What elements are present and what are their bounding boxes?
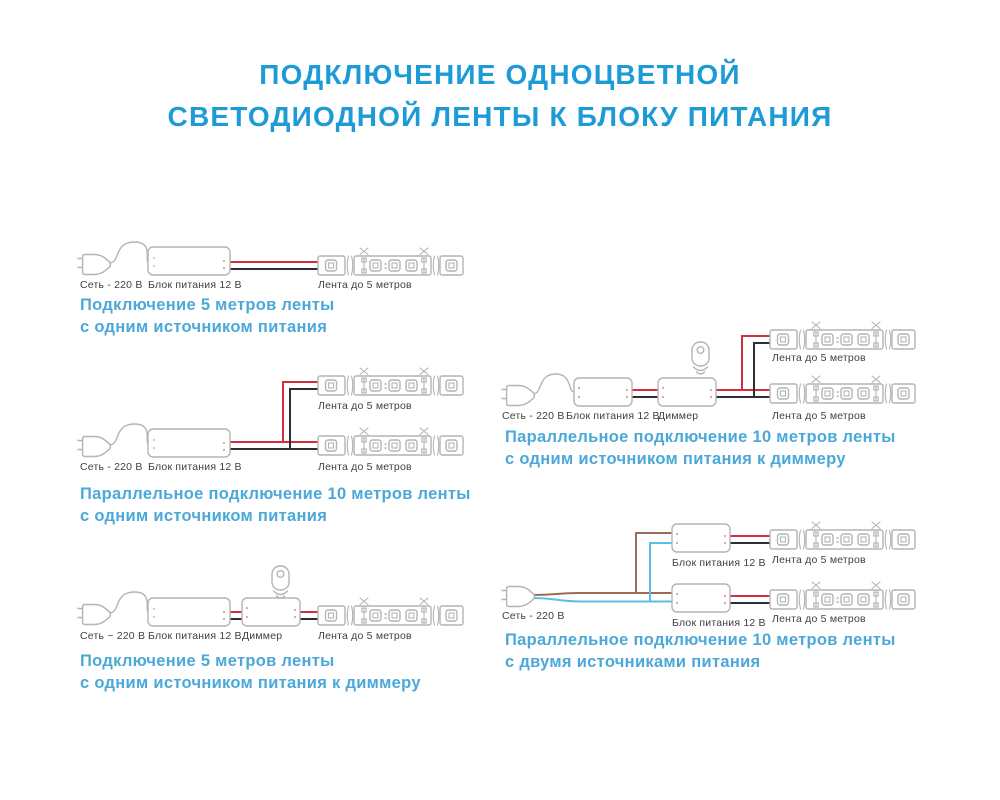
psu-label: Блок питания 12 В: [148, 630, 242, 642]
power-supply-box: [671, 583, 731, 613]
diagram-3: [77, 565, 464, 627]
wire-black: [729, 542, 771, 604]
remote-icon: [271, 565, 290, 591]
psu-label: Блок питания 12 В: [566, 410, 660, 422]
wire-brown: [530, 532, 673, 597]
page-title: ПОДКЛЮЧЕНИЕ ОДНОЦВЕТНОЙ СВЕТОДИОДНОЙ ЛЕН…: [0, 54, 1000, 138]
caption-line: Параллельное подключение 10 метров ленты: [505, 428, 896, 446]
led-strip: [317, 597, 464, 626]
strip-label: Лента до 5 метров: [772, 352, 866, 364]
net-label: Сеть - 220 В: [502, 410, 565, 422]
signal-waves-icon: [692, 366, 709, 375]
signal-waves-icon: [272, 590, 289, 599]
caption-line: Параллельное подключение 10 метров ленты: [505, 631, 896, 649]
net-label: Сеть - 220 В: [80, 279, 143, 291]
led-strip: [769, 581, 916, 610]
power-cord: [108, 423, 149, 446]
power-supply-box: [147, 246, 231, 276]
caption-line: с одним источником питания: [80, 318, 328, 336]
power-supply-box: [573, 377, 633, 407]
page-title-line1: ПОДКЛЮЧЕНИЕ ОДНОЦВЕТНОЙ: [259, 59, 741, 90]
net-label: Сеть - 220 В: [80, 461, 143, 473]
caption-line: Параллельное подключение 10 метров ленты: [80, 485, 471, 503]
power-supply-box: [147, 597, 231, 627]
plug-icon: [501, 585, 536, 608]
caption-line: с одним источником питания к диммеру: [80, 674, 421, 692]
led-strip: [769, 321, 916, 350]
strip-label: Лента до 5 метров: [318, 630, 412, 642]
strip-label: Лента до 5 метров: [318, 279, 412, 291]
psu-label: Блок питания 12 В: [672, 557, 766, 569]
net-label: Сеть ~ 220 В: [80, 630, 146, 642]
caption-line: Подключение 5 метров ленты: [80, 296, 335, 314]
power-cord: [108, 241, 149, 264]
net-label: Сеть - 220 В: [502, 610, 565, 622]
wire-red: [729, 535, 771, 597]
dimmer-label: Диммер: [242, 630, 283, 642]
plug-icon: [501, 384, 536, 407]
led-strip: [317, 367, 464, 396]
power-supply-box: [671, 523, 731, 553]
strip-label: Лента до 5 метров: [318, 400, 412, 412]
diagram-2: [77, 367, 464, 458]
wire-red: [229, 381, 319, 443]
strip-label: Лента до 5 метров: [772, 613, 866, 625]
led-strip: [769, 521, 916, 550]
dimmer-box: [657, 377, 717, 407]
diagram-4: [501, 321, 916, 407]
wire-red: [631, 335, 771, 391]
led-strip: [769, 375, 916, 404]
power-supply-box: [147, 428, 231, 458]
caption-line: с одним источником питания к диммеру: [505, 450, 846, 468]
caption-line: с двумя источниками питания: [505, 653, 761, 671]
plug-icon: [77, 603, 112, 626]
plug-icon: [77, 435, 112, 458]
strip-label: Лента до 5 метров: [772, 410, 866, 422]
remote-icon: [691, 341, 710, 367]
diagram-5: [501, 521, 916, 613]
dimmer-label: Диммер: [658, 410, 699, 422]
psu-label: Блок питания 12 В: [672, 617, 766, 629]
psu-label: Блок питания 12 В: [148, 279, 242, 291]
page-title-line2: СВЕТОДИОДНОЙ ЛЕНТЫ К БЛОКУ ПИТАНИЯ: [167, 101, 833, 132]
wire-blue: [530, 542, 673, 603]
dimmer-box: [241, 597, 301, 627]
power-cord: [108, 591, 149, 614]
caption-line: Подключение 5 метров ленты: [80, 652, 335, 670]
plug-icon: [77, 253, 112, 276]
strip-label: Лента до 5 метров: [772, 554, 866, 566]
led-strip: [317, 247, 464, 276]
power-cord: [532, 373, 575, 395]
wire-black: [229, 388, 319, 450]
caption-line: с одним источником питания: [80, 507, 328, 525]
diagram-1: [77, 241, 464, 276]
led-strip: [317, 427, 464, 456]
strip-label: Лента до 5 метров: [318, 461, 412, 473]
wire-black: [631, 342, 771, 398]
psu-label: Блок питания 12 В: [148, 461, 242, 473]
